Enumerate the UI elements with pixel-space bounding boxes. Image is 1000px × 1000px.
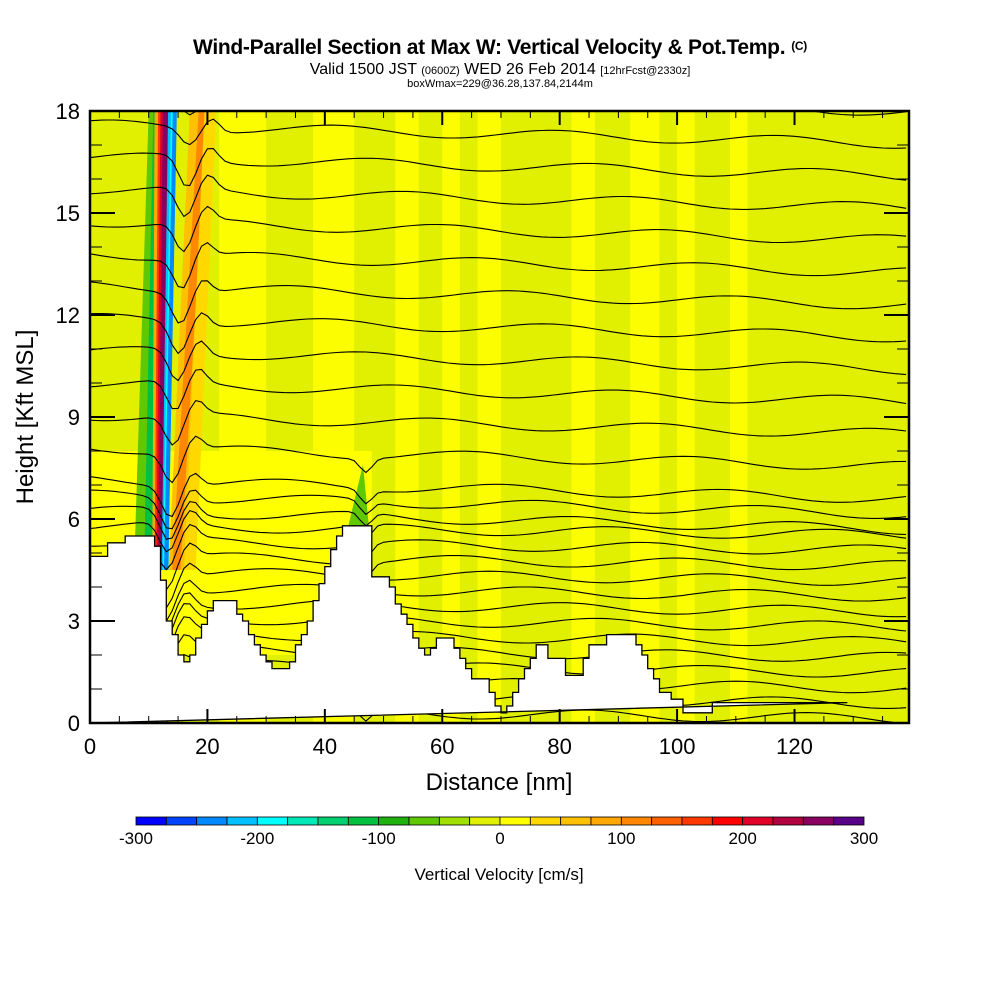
theta-contour — [90, 340, 907, 382]
theta-contour — [90, 562, 907, 609]
theta-contour — [90, 280, 907, 324]
colorbar-segment — [590, 816, 622, 826]
colorbar-tick-label: 0 — [495, 829, 504, 848]
updraft-band — [158, 111, 169, 570]
theta-contour — [90, 509, 907, 553]
colorbar-tick-label: -200 — [240, 829, 274, 848]
y-tick-label: 12 — [56, 303, 80, 328]
theta-contour — [90, 542, 907, 591]
y-tick-label: 18 — [56, 99, 80, 124]
theta-contour — [90, 148, 907, 187]
positive-w-band — [630, 111, 660, 723]
colorbar-segment — [560, 816, 592, 826]
x-tick-label: 60 — [430, 734, 454, 759]
theta-contour — [90, 523, 907, 571]
x-tick-label: 100 — [659, 734, 696, 759]
positive-w-band — [677, 111, 695, 723]
colorbar-segment — [347, 816, 380, 826]
copyright-mark: (C) — [791, 39, 807, 53]
updraft-band — [183, 111, 217, 570]
colorbar-segment — [711, 816, 744, 826]
colorbar-segment — [772, 816, 804, 826]
theta-contour — [90, 579, 907, 622]
theta-contour — [90, 368, 907, 410]
x-tick-label: 80 — [547, 734, 571, 759]
colorbar: -300 -200 -100 0 100 200 300 — [119, 816, 878, 848]
colorbar-segment — [317, 816, 349, 826]
colorbar-segment — [469, 816, 501, 826]
colorbar-segment — [165, 816, 198, 826]
colorbar-segment — [196, 816, 228, 826]
colorbar-segment — [742, 816, 774, 826]
theta-contour — [90, 205, 907, 253]
colorbar-tick-label: 200 — [728, 829, 756, 848]
y-tick-label: 9 — [68, 405, 80, 430]
positive-w-band — [442, 111, 460, 723]
subtitle-valid: Valid 1500 JST — [309, 61, 417, 78]
y-tick-label: 3 — [68, 609, 80, 634]
chart-title-text: Wind-Parallel Section at Max W: Vertical… — [193, 36, 786, 59]
theta-contour — [90, 242, 907, 289]
x-tick-label: 120 — [776, 734, 813, 759]
colorbar-segment — [135, 816, 167, 826]
colorbar-segment — [833, 816, 865, 826]
colorbar-segment — [620, 816, 653, 826]
colorbar-segment — [802, 816, 835, 826]
colorbar-segment — [438, 816, 471, 826]
colorbar-segment — [378, 816, 410, 826]
x-tick-label: 40 — [313, 734, 337, 759]
y-tick-label: 15 — [56, 201, 80, 226]
y-tick-label: 0 — [68, 711, 80, 736]
colorbar-tick-label: 100 — [607, 829, 635, 848]
theta-contour — [90, 312, 907, 355]
theta-contour — [90, 399, 907, 446]
x-tick-label: 0 — [84, 734, 96, 759]
terrain-profile — [90, 525, 848, 723]
updraft-band — [172, 111, 207, 570]
positive-w-band — [729, 111, 748, 723]
colorbar-segment — [408, 816, 440, 826]
y-tick-label: 6 — [68, 507, 80, 532]
colorbar-segment — [226, 816, 258, 826]
theta-contour — [90, 435, 907, 484]
axes: 0 20 40 60 80 100 120 0 3 6 9 12 15 18 — [56, 99, 909, 759]
colorbar-segment — [499, 816, 531, 826]
theta-contour — [90, 500, 907, 540]
x-axis-label: Distance [nm] — [426, 769, 573, 796]
colorbar-label: Vertical Velocity [cm/s] — [414, 865, 583, 884]
colorbar-tick-label: -300 — [119, 829, 153, 848]
x-tick-label: 20 — [195, 734, 219, 759]
colorbar-segment — [681, 816, 713, 826]
colorbar-segment — [529, 816, 562, 826]
theta-contour — [90, 174, 907, 218]
subtitle-forecast: [12hrFcst@2330z] — [600, 65, 691, 77]
positive-w-band — [571, 111, 595, 723]
colorbar-segment — [287, 816, 319, 826]
subtitle-date: WED 26 Feb 2014 — [464, 61, 596, 78]
theta-contour — [90, 472, 907, 518]
subtitle-utc: (0600Z) — [421, 65, 460, 77]
theta-contour — [90, 118, 907, 149]
positive-w-band — [477, 111, 501, 723]
colorbar-tick-label: 300 — [850, 829, 878, 848]
chart-subtitle-2: boxWmax=229@36.28,137.84,2144m — [407, 78, 593, 90]
theta-contour — [90, 489, 907, 530]
colorbar-tick-label: -100 — [362, 829, 396, 848]
colorbar-segment — [256, 816, 289, 826]
colorbar-segment — [651, 816, 683, 826]
chart-subtitle: Valid 1500 JST (0600Z) WED 26 Feb 2014 [… — [0, 61, 1000, 79]
chart-title: Wind-Parallel Section at Max W: Vertical… — [0, 36, 1000, 60]
y-axis-label: Height [Kft MSL] — [12, 330, 39, 505]
terrain — [90, 525, 848, 723]
